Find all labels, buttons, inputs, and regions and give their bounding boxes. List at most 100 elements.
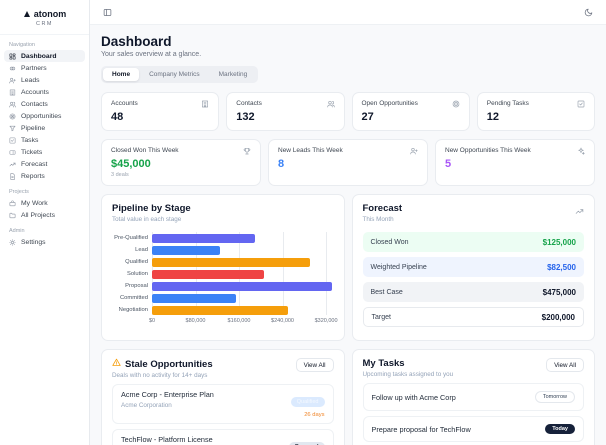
forecast-rows: Closed Won $125,000 Weighted Pipeline $8… <box>362 232 584 327</box>
check-square-icon <box>9 137 16 144</box>
stat-card-value: 12 <box>486 111 499 123</box>
stale-view-all-button[interactable]: View All <box>295 358 334 372</box>
stat-card-label: Accounts <box>111 100 138 107</box>
stage-badge: Proposal <box>288 441 325 445</box>
tasks-view-all-button[interactable]: View All <box>546 358 584 372</box>
sidebar-item-reports[interactable]: Reports <box>4 170 85 182</box>
stat-card-label: Contacts <box>236 100 262 107</box>
page-subtitle: Your sales overview at a glance. <box>101 51 202 58</box>
chart-bar <box>152 245 220 255</box>
user-plus-icon <box>410 147 418 155</box>
chart-category-label: Qualified <box>125 259 148 265</box>
users-icon <box>9 101 16 108</box>
sidebar-item-contacts[interactable]: Contacts <box>4 98 85 110</box>
chart-row: Negotiation <box>112 304 334 316</box>
trending-up-icon <box>9 161 16 168</box>
sidebar-item-all-projects[interactable]: All Projects <box>4 209 85 221</box>
sidebar-item-label: Leads <box>21 76 40 84</box>
x-tick-label: $240,000 <box>271 318 295 324</box>
check-square-icon <box>577 100 585 108</box>
stale-opportunities-subtitle: Deals with no activity for 14+ days <box>112 372 208 379</box>
my-tasks-list: Follow up with Acme Corp Tomorrow Prepar… <box>362 383 584 445</box>
sidebar-item-label: Tasks <box>21 136 39 144</box>
task-item[interactable]: Prepare proposal for TechFlow Today <box>362 416 584 442</box>
chart-category-label: Committed <box>119 295 148 301</box>
chart-row: Committed <box>112 292 334 304</box>
chart-bar <box>152 257 310 267</box>
sidebar-item-label: My Work <box>21 199 48 207</box>
chart-bar <box>152 281 332 291</box>
forecast-row-value: $82,500 <box>547 262 576 272</box>
stat-card-label: Open Opportunities <box>361 100 418 107</box>
sidebar-item-tasks[interactable]: Tasks <box>4 134 85 146</box>
ticket-icon <box>9 149 16 156</box>
brand-subtitle: CRM <box>35 21 54 27</box>
stat-card-value: 8 <box>278 158 285 170</box>
main-content: Dashboard Your sales overview at a glanc… <box>90 25 606 445</box>
sidebar-toggle-button[interactable] <box>101 6 114 19</box>
sidebar-section: Navigation Dashboard Partners Leads Acco… <box>0 35 89 182</box>
sidebar-section-label: Admin <box>9 228 25 234</box>
pipeline-chart-rows: Pre-Qualified Lead Qualified Solution Pr… <box>112 232 334 316</box>
sidebar-item-leads[interactable]: Leads <box>4 74 85 86</box>
sparkles-icon <box>577 147 585 155</box>
stale-opportunities-panel: Stale Opportunities Deals with no activi… <box>101 349 345 445</box>
chart-bar <box>152 293 237 303</box>
x-tick-label: $320,000 <box>314 318 338 324</box>
sidebar-item-accounts[interactable]: Accounts <box>4 86 85 98</box>
briefcase-icon <box>9 200 16 207</box>
task-due-badge: Today <box>545 424 575 434</box>
tab-marketing[interactable]: Marketing <box>210 68 257 81</box>
chart-row: Pre-Qualified <box>112 232 334 244</box>
brand-logo-icon <box>23 11 30 17</box>
moon-icon <box>584 5 593 20</box>
sidebar-item-opportunities[interactable]: Opportunities <box>4 110 85 122</box>
pipeline-chart: Pre-Qualified Lead Qualified Solution Pr… <box>112 232 338 325</box>
my-tasks-subtitle: Upcoming tasks assigned to you <box>362 371 454 378</box>
user-plus-icon <box>9 77 16 84</box>
tab-home[interactable]: Home <box>103 68 140 81</box>
stale-opportunities-title: Stale Opportunities <box>125 358 213 370</box>
stat-cards-row: Accounts 48 Contacts 132 Open Opportunit… <box>101 92 595 131</box>
pipeline-title: Pipeline by Stage <box>112 203 191 214</box>
forecast-subtitle: This Month <box>362 216 394 223</box>
sidebar-item-forecast[interactable]: Forecast <box>4 158 85 170</box>
stat-card-value: 5 <box>445 158 452 170</box>
forecast-row: Target $200,000 <box>362 307 584 327</box>
sidebar-item-label: Settings <box>21 238 46 246</box>
funnel-icon <box>9 125 16 132</box>
stat-card-new-leads-this-week: New Leads This Week 8 <box>268 139 428 186</box>
chart-row: Qualified <box>112 256 334 268</box>
file-text-icon <box>9 172 16 180</box>
pipeline-chart-axis: $0 $80,000 $160,000 $240,000 $320,000 <box>149 316 338 325</box>
sidebar-item-settings[interactable]: Settings <box>4 236 85 248</box>
opportunity-name: TechFlow - Platform License <box>121 434 213 444</box>
stat-card-open-opportunities: Open Opportunities 27 <box>351 92 470 131</box>
sidebar-item-dashboard[interactable]: Dashboard <box>4 50 85 62</box>
brand-name: atonom <box>33 9 67 19</box>
forecast-row-label: Closed Won <box>370 238 409 246</box>
weekly-cards-row: Closed Won This Week $45,000 3 deals New… <box>101 139 595 186</box>
sidebar-item-partners[interactable]: Partners <box>4 62 85 74</box>
stat-card-label: New Opportunities This Week <box>445 147 531 154</box>
task-name: Prepare proposal for TechFlow <box>371 424 471 434</box>
chart-row: Lead <box>112 244 334 256</box>
task-item[interactable]: Follow up with Acme Corp Tomorrow <box>362 383 584 411</box>
forecast-row-label: Target <box>371 313 391 321</box>
building-icon <box>201 100 209 108</box>
sidebar-section-label: Navigation <box>9 42 35 48</box>
forecast-row: Closed Won $125,000 <box>362 232 584 252</box>
theme-toggle-button[interactable] <box>582 6 595 19</box>
x-tick-label: $160,000 <box>227 318 251 324</box>
stale-days: 26 days <box>304 411 325 418</box>
sidebar-item-label: Opportunities <box>21 112 62 120</box>
stale-opportunity-item[interactable]: TechFlow - Platform License TechFlow Sol… <box>112 428 334 445</box>
sidebar-item-my-work[interactable]: My Work <box>4 197 85 209</box>
tab-company-metrics[interactable]: Company Metrics <box>140 68 209 81</box>
stale-opportunity-item[interactable]: Acme Corp - Enterprise Plan Acme Corpora… <box>112 384 334 424</box>
sidebar-item-tickets[interactable]: Tickets <box>4 146 85 158</box>
sidebar-item-pipeline[interactable]: Pipeline <box>4 122 85 134</box>
stat-card-label: Pending Tasks <box>486 100 529 107</box>
chart-row: Solution <box>112 268 334 280</box>
